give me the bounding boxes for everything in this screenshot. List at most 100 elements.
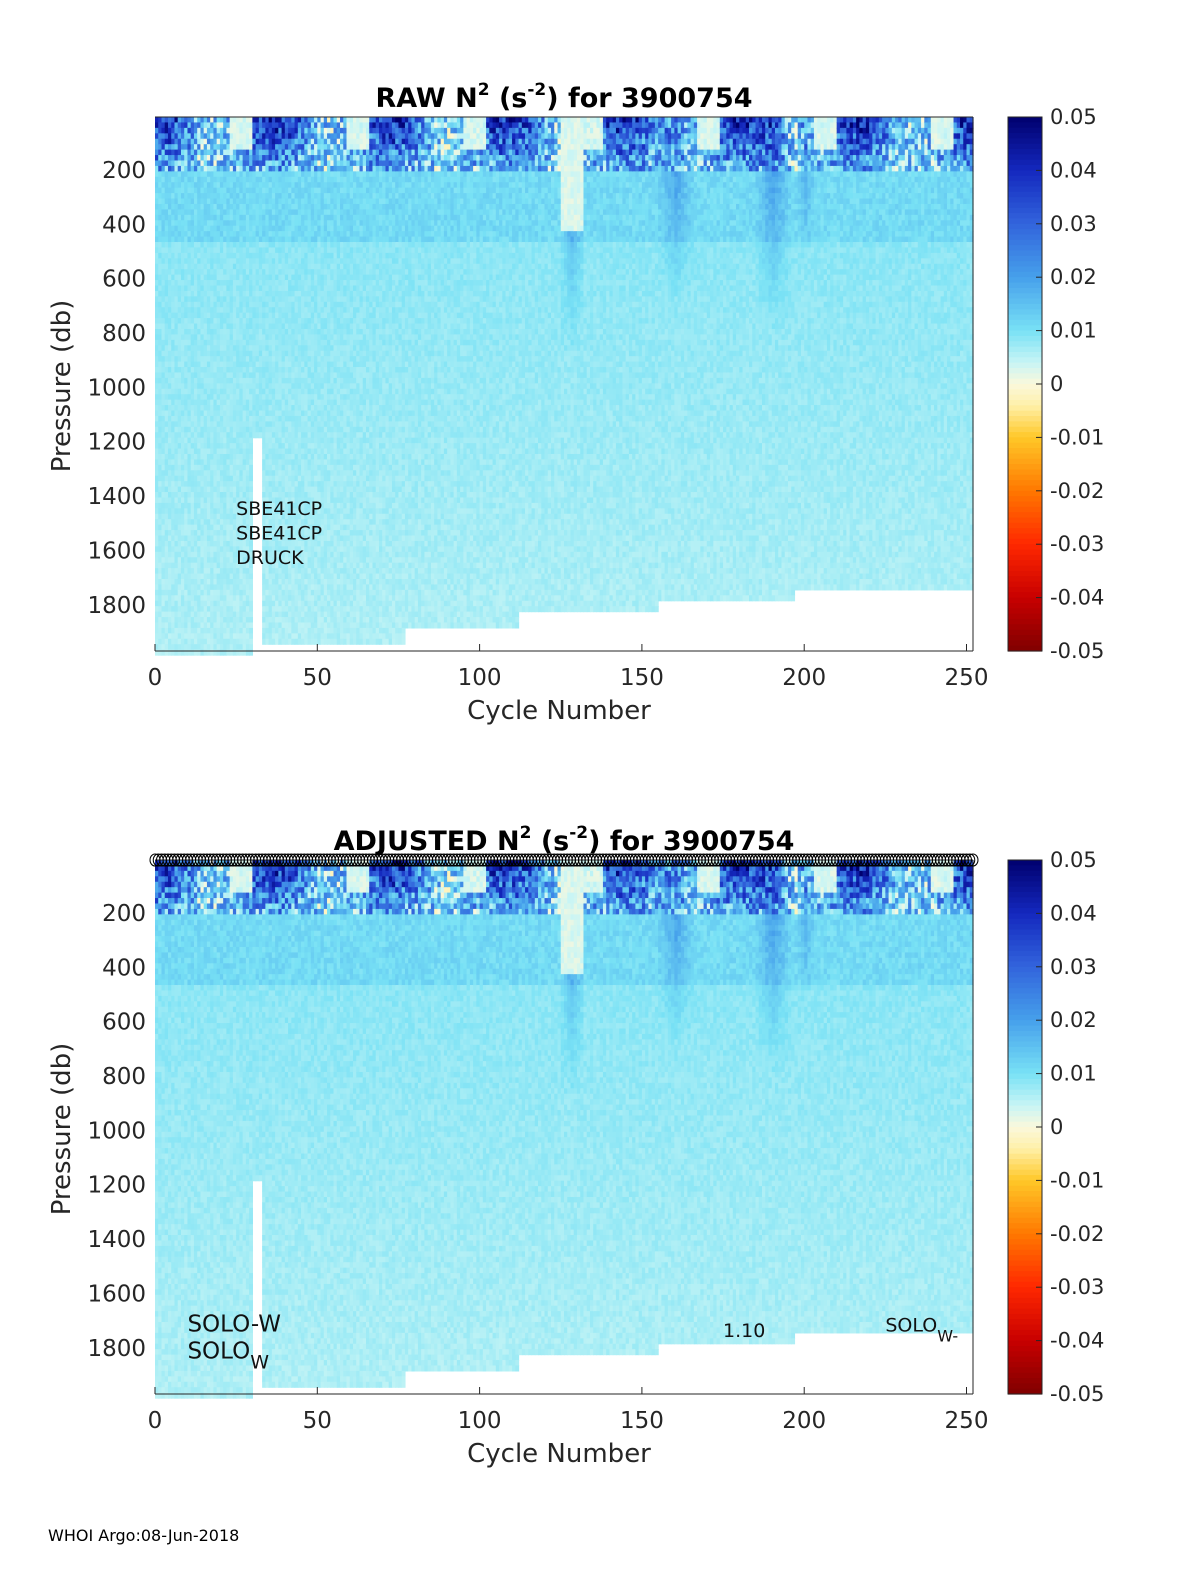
heatmap-cell (164, 171, 169, 178)
heatmap-cell (177, 236, 182, 243)
heatmap-cell (174, 155, 179, 162)
heatmap-cell (158, 644, 163, 651)
heatmap-cell (167, 589, 172, 596)
heatmap-cell (167, 356, 172, 363)
heatmap-cell (184, 290, 189, 297)
heatmap-cell (161, 345, 166, 352)
heatmap-cell (161, 242, 166, 249)
heatmap-cell (187, 182, 192, 189)
heatmap-cell (174, 492, 179, 499)
heatmap-cell (187, 470, 192, 477)
heatmap-cell (155, 323, 159, 330)
heatmap-cell (158, 198, 163, 205)
heatmap-cell (164, 470, 169, 477)
heatmap-cell (187, 328, 192, 336)
heatmap-cell (155, 307, 159, 314)
heatmap-cell (155, 508, 159, 515)
heatmap-cell (177, 339, 182, 346)
heatmap-cell (171, 486, 176, 493)
heatmap-cell (187, 530, 192, 537)
heatmap-cell (164, 568, 169, 575)
heatmap-cell (164, 258, 169, 265)
heatmap-cell (184, 459, 189, 466)
heatmap-cell (174, 220, 179, 227)
heatmap-cell (177, 448, 182, 455)
heatmap-cell (164, 383, 169, 390)
heatmap-cell (155, 269, 159, 276)
heatmap-cell (161, 557, 166, 564)
heatmap-cell (184, 220, 189, 227)
heatmap-cell (167, 394, 172, 401)
heatmap-cell (167, 193, 172, 200)
heatmap-cell (174, 546, 179, 553)
heatmap-cell (174, 508, 179, 515)
heatmap-cell (177, 334, 182, 341)
heatmap-cell (180, 377, 185, 384)
heatmap-cell (249, 638, 253, 645)
heatmap-cell (177, 388, 182, 395)
heatmap-cell (177, 133, 182, 140)
heatmap-cell (184, 426, 189, 433)
heatmap-cell (180, 535, 185, 542)
heatmap-cell (177, 568, 182, 575)
heatmap-cell (184, 633, 189, 640)
heatmap-cell (180, 122, 185, 129)
heatmap-cell (158, 339, 163, 346)
heatmap-cell (167, 117, 172, 124)
heatmap-cell (155, 513, 159, 520)
heatmap-cell (187, 280, 192, 287)
heatmap-cell (171, 573, 176, 580)
heatmap-cell (184, 138, 189, 145)
heatmap-cell (164, 138, 169, 145)
heatmap-cell (164, 301, 169, 308)
heatmap-cell (164, 410, 169, 417)
heatmap-cell (167, 481, 172, 488)
heatmap-cell (249, 573, 253, 580)
heatmap-cell (187, 160, 192, 167)
heatmap-cell (177, 622, 182, 629)
heatmap-cell (184, 394, 189, 401)
heatmap-cell (184, 578, 189, 586)
heatmap-cell (161, 231, 166, 238)
heatmap-cell (155, 263, 159, 270)
heatmap-cell (155, 144, 159, 151)
heatmap-cell (164, 296, 169, 303)
heatmap-cell (177, 410, 182, 417)
heatmap-cell (167, 475, 172, 482)
heatmap-cell (184, 133, 189, 140)
heatmap-cell (187, 361, 192, 368)
heatmap-cell (158, 459, 163, 466)
heatmap-cell (158, 443, 163, 450)
heatmap-cell (187, 323, 192, 330)
heatmap-cell (187, 263, 192, 270)
heatmap-cell (184, 203, 189, 210)
heatmap-cell (164, 399, 169, 406)
heatmap-cell (155, 165, 159, 172)
heatmap-cell (187, 562, 192, 569)
heatmap-cell (167, 214, 172, 221)
heatmap-cell (187, 345, 192, 352)
heatmap-cell (174, 481, 179, 488)
heatmap-cell (187, 203, 192, 210)
heatmap-cell (174, 296, 179, 303)
heatmap-cell (180, 318, 185, 325)
heatmap-cell (164, 323, 169, 330)
heatmap-cell (158, 383, 163, 390)
heatmap-cell (161, 508, 166, 515)
heatmap-cell (177, 470, 182, 477)
heatmap-cell (180, 617, 185, 624)
heatmap-cell (177, 584, 182, 591)
heatmap-cell (155, 535, 159, 542)
heatmap-cell (164, 573, 169, 580)
heatmap-cell (180, 285, 185, 292)
heatmap-cell (164, 231, 169, 238)
heatmap-cell (158, 290, 163, 297)
heatmap-cell (174, 231, 179, 238)
heatmap-cell (174, 285, 179, 292)
heatmap-cell (187, 252, 192, 259)
heatmap-cell (249, 589, 253, 596)
heatmap-cell (161, 649, 166, 656)
heatmap-cell (177, 307, 182, 314)
heatmap-cell (155, 606, 159, 613)
heatmap-cell (177, 117, 182, 124)
